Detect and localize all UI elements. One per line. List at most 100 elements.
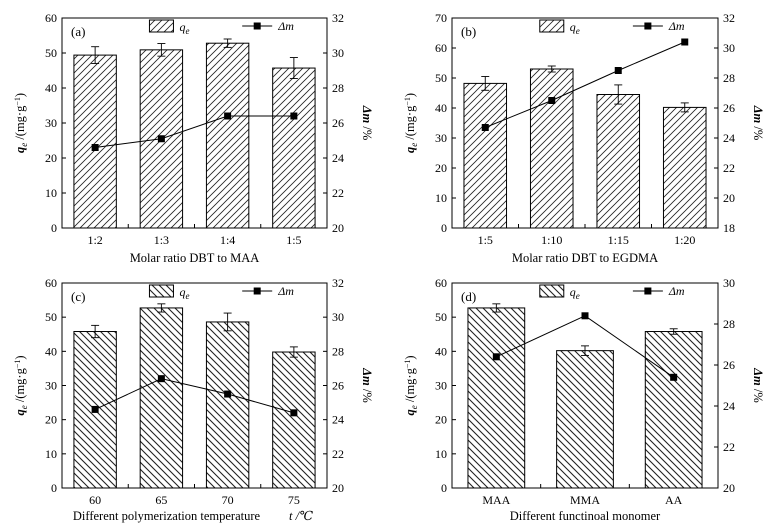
y-left-symbol: q	[13, 147, 27, 153]
bar-75	[272, 351, 316, 489]
y-left-subscript: e	[409, 143, 419, 147]
panel-a: 0 10 20 30 40 50 60 20 22 24 26 28 30 32 1:2 1:3 1:4 1:5 (…	[13, 11, 374, 265]
delta-m-point	[91, 405, 99, 413]
right-tick-label: 20	[332, 481, 344, 495]
left-tick-label: 20	[435, 161, 447, 175]
delta-m-point	[581, 312, 589, 320]
x-tick-label: 1:5	[286, 233, 301, 247]
delta-m-line	[94, 378, 295, 414]
legend-bar-symbol: q	[179, 285, 185, 299]
y-left-exponent: −1	[13, 97, 22, 106]
legend-bar-subscript: e	[185, 26, 189, 36]
y-axis-right-title: Δm /%	[751, 367, 765, 403]
right-tick-label: 28	[723, 71, 735, 85]
legend-bar-label: qe	[179, 285, 189, 301]
delta-m-line	[485, 41, 685, 128]
y-right-unit: /%	[360, 386, 374, 403]
left-tick-label: 70	[435, 11, 447, 25]
right-tick-label: 20	[723, 481, 735, 495]
y-left-subscript: e	[19, 405, 29, 409]
y-left-unit: /(mg·g	[403, 367, 417, 405]
delta-m-line	[95, 115, 294, 148]
legend-bar-label: qe	[570, 285, 580, 301]
left-tick-label: 40	[435, 344, 447, 358]
right-tick-label: 30	[332, 310, 344, 324]
bar-1:5	[463, 82, 508, 229]
left-tick-label: 40	[435, 101, 447, 115]
y-left-close: )	[13, 93, 27, 97]
bar-MAA	[467, 307, 526, 489]
x-axis-title: Molar ratio DBT to EGDMA	[512, 251, 658, 265]
right-tick-label: 24	[723, 399, 735, 413]
legend-line-label: Δm	[668, 19, 685, 33]
legend-bar-subscript: e	[185, 291, 189, 301]
right-tick-label: 24	[723, 131, 735, 145]
right-tick-label: 22	[332, 447, 344, 461]
delta-m-point	[670, 373, 678, 381]
y-right-unit: /%	[751, 123, 765, 140]
legend-line-marker	[644, 287, 652, 295]
y-left-exponent: −1	[403, 360, 412, 369]
legend-bar-swatch	[539, 284, 565, 298]
bar-70	[205, 321, 250, 489]
legend-bar-symbol: q	[179, 20, 185, 34]
legend-line-marker	[253, 22, 261, 30]
right-tick-label: 28	[332, 344, 344, 358]
x-tick-label: 1:5	[478, 233, 493, 247]
right-tick-label: 22	[723, 161, 735, 175]
y-left-symbol: q	[403, 147, 417, 153]
delta-m-point	[224, 112, 232, 120]
right-tick-label: 32	[332, 11, 344, 25]
bar-1:5	[272, 67, 316, 229]
x-axis-title: Molar ratio DBT to MAA	[130, 251, 260, 265]
left-tick-label: 10	[45, 447, 57, 461]
x-tick-label: MMA	[570, 493, 600, 507]
y-left-symbol: q	[13, 409, 27, 415]
bar-MMA	[556, 350, 614, 489]
delta-m-point	[681, 38, 689, 46]
y-axis-right-title: Δm /%	[360, 105, 374, 141]
right-tick-label: 32	[723, 11, 735, 25]
right-tick-label: 30	[332, 46, 344, 60]
legend-bar-swatch	[148, 284, 174, 298]
left-tick-label: 10	[45, 186, 57, 200]
x-tick-label: 1:15	[608, 233, 629, 247]
y-axis-left-title: qe /(mg·g−1)	[403, 93, 419, 153]
panel-label: (d)	[461, 289, 476, 304]
delta-m-point	[548, 97, 556, 104]
left-tick-label: 40	[45, 344, 57, 358]
left-tick-label: 10	[435, 447, 447, 461]
left-tick-label: 50	[45, 310, 57, 324]
right-tick-label: 28	[332, 81, 344, 95]
delta-m-point	[481, 124, 489, 131]
left-tick-label: 30	[435, 131, 447, 145]
legend-bar-swatch	[539, 19, 565, 33]
left-tick-label: 20	[45, 151, 57, 165]
left-tick-label: 0	[441, 221, 447, 235]
legend-line-marker	[253, 287, 261, 295]
y-axis-left-title: qe /(mg·g−1)	[13, 93, 29, 153]
x-tick-label: MAA	[482, 493, 510, 507]
y-left-subscript: e	[409, 405, 419, 409]
panel-b: 0 10 20 30 40 50 60 70 18 20 22 24 26 28 30 32 1:5 1:10 1:…	[403, 11, 765, 265]
delta-m-point	[157, 135, 165, 143]
right-tick-label: 30	[723, 276, 735, 290]
left-tick-label: 20	[435, 413, 447, 427]
y-left-close: )	[403, 355, 417, 359]
bar-1:20	[662, 106, 707, 229]
left-tick-label: 30	[435, 379, 447, 393]
y-right-unit: /%	[751, 386, 765, 403]
right-tick-label: 22	[723, 440, 735, 454]
y-right-unit: /%	[360, 123, 374, 140]
left-tick-label: 0	[51, 221, 57, 235]
right-tick-label: 22	[332, 186, 344, 200]
legend-bar-symbol: q	[570, 285, 576, 299]
x-tick-label: 1:3	[154, 233, 169, 247]
right-tick-label: 28	[723, 317, 735, 331]
delta-m-point	[290, 409, 298, 417]
x-tick-label: 70	[222, 493, 234, 507]
legend-bar-swatch	[148, 19, 174, 33]
delta-m-point	[224, 390, 232, 398]
